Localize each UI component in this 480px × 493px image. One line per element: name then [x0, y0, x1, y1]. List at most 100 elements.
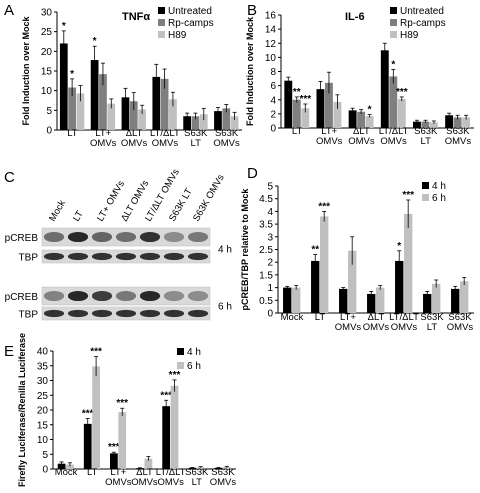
x-tick-label: LT: [67, 128, 78, 139]
x-tick-label: S63K: [211, 467, 235, 478]
x-tick-label: OMVs: [447, 322, 474, 333]
x-tick-label: LT/ΔLT: [379, 126, 409, 137]
x-tick-label: LT+: [95, 128, 111, 139]
y-tick-label: 10: [41, 86, 53, 97]
blot-band: [163, 290, 185, 302]
bar: [283, 287, 292, 313]
y-tick-label: 4.5: [259, 194, 273, 205]
blot-band: [187, 252, 209, 261]
bar: [188, 467, 197, 469]
x-tick-label: LT+: [321, 126, 337, 137]
y-tick-label: 25: [37, 391, 49, 402]
blot-row-label: pCREB: [5, 292, 39, 303]
x-tick-label: S63K: [448, 312, 472, 323]
x-tick-label: S63K: [184, 128, 208, 139]
bar: [365, 115, 374, 128]
x-tick-label: ΔLT: [126, 128, 143, 139]
blot-band: [91, 290, 113, 302]
x-tick-label: OMVs: [131, 477, 158, 488]
legend-swatch: [158, 31, 165, 38]
x-tick-label: LT: [427, 322, 438, 333]
x-tick-label: LT: [315, 312, 326, 323]
panel-letter-a: A: [4, 2, 14, 19]
panel-letter-b: B: [247, 2, 257, 19]
y-tick-label: 5: [267, 182, 273, 193]
blot-band: [139, 231, 161, 243]
bar: [357, 111, 366, 128]
blot-band: [43, 231, 65, 243]
blot-band: [187, 290, 209, 302]
bar: [162, 406, 171, 469]
x-tick-label: LT+: [340, 312, 356, 323]
y-tick-label: 12: [265, 39, 277, 50]
blot-band: [187, 231, 209, 243]
bar: [129, 101, 138, 130]
x-tick-label: ΔLT: [368, 312, 385, 323]
bar: [292, 287, 301, 313]
y-tick-label: 0: [267, 309, 273, 320]
bar: [423, 293, 432, 313]
bar: [404, 213, 413, 313]
blot-time-label: 4 h: [218, 245, 232, 256]
bar: [196, 467, 205, 469]
chart-panel-e: 0 5 10 15 20 25 30 35 40 Firefly Luciferase/Renil…: [17, 333, 236, 488]
blot-band: [67, 309, 89, 318]
bar: [367, 293, 376, 313]
x-tick-label: LT: [87, 467, 98, 478]
panel-letter-d: D: [247, 165, 258, 182]
bar: [183, 116, 191, 130]
legend-swatch: [390, 31, 397, 38]
y-tick-label: 15: [41, 67, 53, 78]
bar: [230, 116, 239, 130]
significance-marker: *: [70, 69, 74, 80]
bar: [432, 283, 441, 313]
bar: [90, 59, 99, 131]
bar: [333, 101, 342, 128]
significance-marker: ***: [108, 442, 120, 453]
y-tick-label: 0: [270, 124, 276, 135]
x-tick-label: S63K: [185, 467, 209, 478]
x-tick-label: ΔLT: [136, 467, 153, 478]
legend-swatch: [177, 348, 184, 355]
bar: [109, 453, 118, 469]
y-tick-label: 30: [41, 8, 53, 19]
y-tick-label: 20: [41, 47, 53, 58]
legend-label: Untreated: [168, 6, 212, 17]
x-tick-label: LT/ΔLT: [389, 312, 419, 323]
y-tick-label: 0: [46, 126, 52, 137]
y-tick-label: 25: [41, 27, 53, 38]
bar: [451, 288, 460, 313]
bar: [66, 464, 74, 469]
blot-row-label: TBP: [19, 253, 39, 264]
legend-label: 4 h: [432, 181, 446, 192]
blot-lane-label: S63K OMVs: [191, 173, 227, 224]
blot-band: [163, 309, 185, 318]
y-tick-label: 2: [270, 109, 276, 120]
bar: [76, 93, 85, 130]
significance-marker: ***: [116, 398, 128, 409]
y-tick-label: 2: [267, 258, 273, 269]
bar: [389, 76, 398, 128]
significance-marker: *: [368, 105, 372, 116]
bar: [68, 87, 76, 130]
y-tick-label: 40: [37, 347, 49, 358]
x-tick-label: OMVs: [152, 138, 179, 149]
y-tick-label: 20: [37, 406, 49, 417]
significance-marker: ***: [299, 94, 311, 105]
y-tick-label: 3: [267, 232, 273, 243]
legend-label: 6 h: [432, 193, 446, 204]
x-tick-label: OMVs: [391, 322, 418, 333]
bar: [222, 466, 231, 469]
legend-label: H89: [168, 30, 187, 41]
bar: [325, 82, 333, 128]
y-tick-label: 2.5: [259, 245, 273, 256]
chart-panel-d: 0 0.5 1 1.52 2.5 33.5 4 4.55 pCREB/TBP relative …: [240, 181, 474, 333]
bar: [160, 78, 169, 130]
blot-band: [91, 252, 113, 261]
significance-marker: ***: [82, 409, 94, 420]
bar: [107, 103, 116, 130]
blot-band: [91, 231, 113, 243]
significance-marker: ***: [90, 347, 102, 358]
x-tick-label: OMVs: [445, 136, 472, 147]
